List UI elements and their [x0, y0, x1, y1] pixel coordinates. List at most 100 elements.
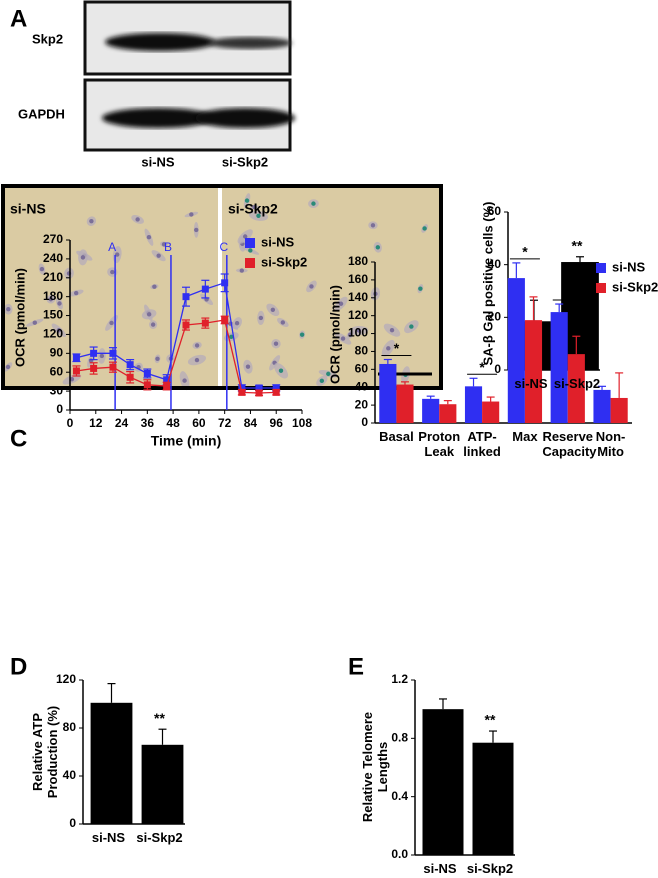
nucleus: [194, 343, 200, 348]
y-tick-label: 180: [348, 254, 368, 268]
nucleus: [258, 315, 264, 321]
x-tick-label: si-NS: [91, 830, 126, 845]
point: [72, 354, 80, 362]
bar: [472, 742, 514, 855]
nucleus: [270, 307, 276, 313]
y-tick-label: 150: [43, 308, 63, 322]
lane-label: si-NS: [141, 154, 175, 169]
x-tick-label: 72: [218, 416, 232, 430]
nucleus: [155, 356, 160, 361]
bar: [593, 389, 611, 423]
nucleus: [6, 306, 11, 312]
point: [163, 382, 171, 390]
bar: [396, 384, 414, 423]
y-tick-label: 210: [43, 270, 63, 284]
image-label: si-NS: [10, 201, 46, 217]
nucleus: [375, 245, 381, 250]
y-tick-label: 20: [488, 310, 502, 324]
band-label: GAPDH: [18, 106, 65, 121]
nucleus: [252, 205, 257, 210]
image-label: si-Skp2: [228, 201, 278, 217]
nucleus: [256, 213, 261, 218]
point: [255, 389, 263, 397]
nucleus: [48, 297, 54, 302]
bar: [507, 278, 525, 423]
x-tick-label: Non-Mito: [595, 429, 626, 459]
nucleus: [348, 332, 353, 337]
legend-swatch: [596, 263, 606, 273]
injection-label: B: [164, 240, 172, 254]
nucleus: [234, 321, 240, 326]
y-tick-label: 80: [63, 720, 77, 734]
y-axis-title: OCR (pmol/min): [327, 285, 343, 384]
y-tick-label: 60: [355, 362, 369, 376]
bar: [610, 397, 628, 423]
nucleus: [189, 212, 194, 217]
significance: **: [572, 237, 583, 253]
y-tick-label: 120: [56, 672, 76, 686]
panel-letter: C: [10, 425, 27, 452]
micrograph-frame: [1, 184, 443, 390]
nucleus: [299, 332, 305, 337]
bar: [422, 398, 440, 423]
bar: [379, 363, 397, 423]
y-tick-label: 140: [348, 290, 368, 304]
point: [182, 321, 190, 329]
point: [182, 293, 190, 301]
x-tick-label: Proton Leak: [418, 429, 461, 459]
blot-band: [195, 108, 295, 128]
significance: *: [394, 340, 400, 356]
point: [90, 364, 98, 372]
lane-label: si-Skp2: [222, 154, 268, 169]
nucleus: [182, 378, 187, 383]
nucleus: [422, 226, 427, 231]
point: [221, 316, 229, 324]
y-tick-label: 100: [348, 326, 368, 340]
y-tick-label: 40: [63, 768, 77, 782]
point: [109, 363, 117, 371]
nucleus: [326, 371, 331, 377]
nucleus: [73, 290, 79, 296]
nucleus: [161, 242, 167, 247]
point: [143, 381, 151, 389]
y-tick-label: 0.4: [391, 789, 408, 803]
point: [238, 384, 246, 392]
legend-label: si-Skp2: [261, 254, 307, 269]
nucleus: [280, 320, 286, 325]
nucleus: [69, 377, 75, 382]
y-tick-label: 30: [50, 383, 64, 397]
nucleus: [194, 357, 200, 363]
nucleus: [135, 217, 140, 222]
nucleus: [239, 268, 244, 273]
nucleus: [386, 346, 391, 351]
legend-label: si-Skp2: [612, 279, 658, 294]
x-tick-label: Basal: [379, 429, 414, 444]
legend-swatch: [245, 238, 255, 248]
nucleus: [242, 234, 248, 239]
point: [163, 376, 171, 384]
x-tick-label: si-Skp2: [136, 830, 183, 845]
nucleus: [273, 341, 279, 346]
bar: [141, 744, 184, 824]
nucleus: [370, 223, 376, 228]
y-tick-label: 0: [494, 362, 501, 376]
x-tick-label: si-Skp2: [466, 861, 514, 876]
x-tick-label: 60: [192, 416, 206, 430]
x-tick-label: 96: [270, 416, 284, 430]
nucleus: [152, 284, 157, 289]
nucleus: [57, 301, 62, 306]
nucleus: [340, 336, 346, 341]
nucleus: [244, 198, 250, 203]
point: [126, 373, 134, 381]
nucleus: [229, 334, 234, 339]
nucleus: [245, 364, 251, 369]
point: [272, 388, 280, 396]
blot-band: [105, 33, 215, 51]
bar: [567, 354, 585, 423]
nucleus: [309, 284, 314, 289]
y-tick-label: 80: [355, 344, 369, 358]
point: [109, 349, 117, 357]
nucleus: [80, 255, 86, 260]
injection-label: C: [219, 240, 228, 254]
